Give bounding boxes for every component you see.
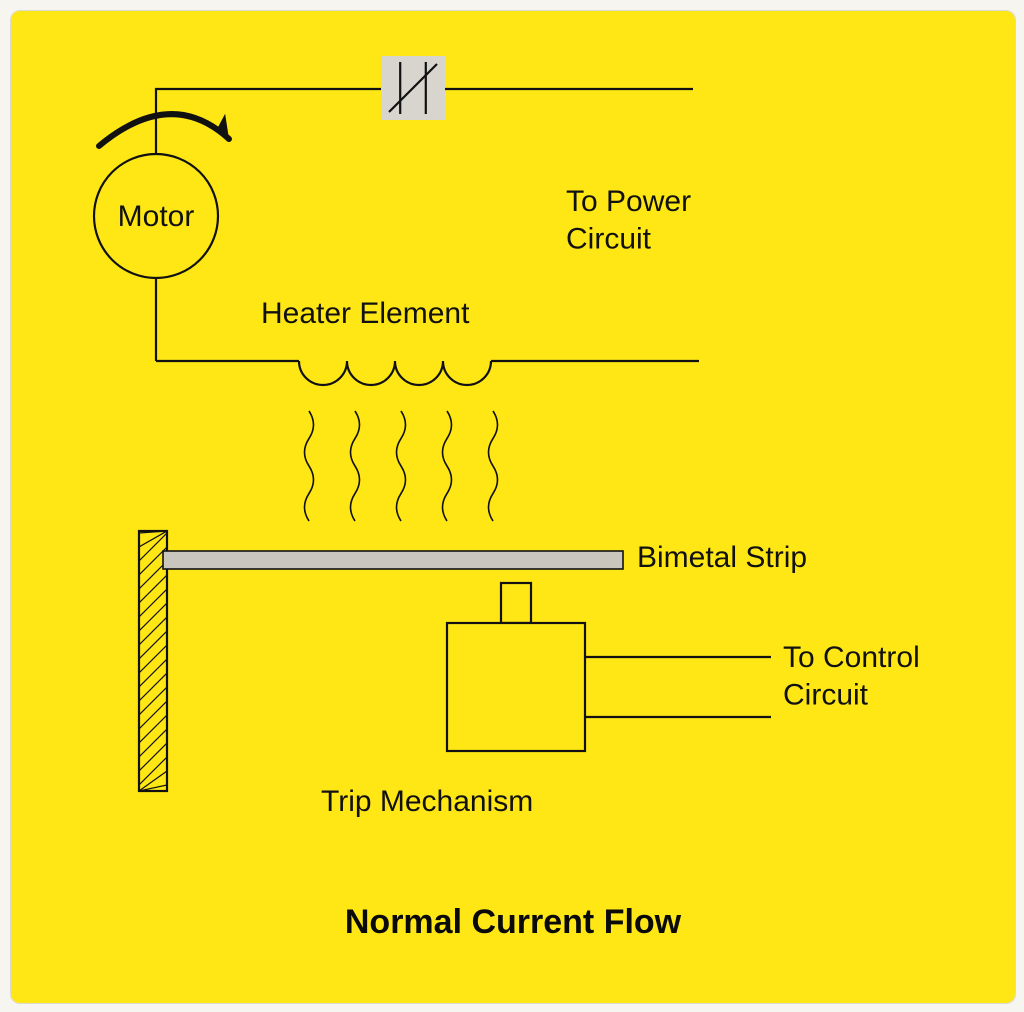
bimetal-label: Bimetal Strip	[637, 541, 807, 574]
trip-label: Trip Mechanism	[321, 785, 533, 818]
heater-label: Heater Element	[261, 297, 470, 330]
trip-stem	[501, 583, 531, 623]
schematic-svg: MotorTo PowerCircuitHeater ElementBimeta…	[11, 11, 1015, 1003]
diagram-panel: MotorTo PowerCircuitHeater ElementBimeta…	[10, 10, 1016, 1004]
bimetal-strip	[163, 551, 623, 569]
outer-frame: MotorTo PowerCircuitHeater ElementBimeta…	[0, 0, 1024, 1012]
motor-label: Motor	[118, 200, 195, 233]
diagram-title: Normal Current Flow	[345, 903, 682, 941]
trip-box	[447, 623, 585, 751]
